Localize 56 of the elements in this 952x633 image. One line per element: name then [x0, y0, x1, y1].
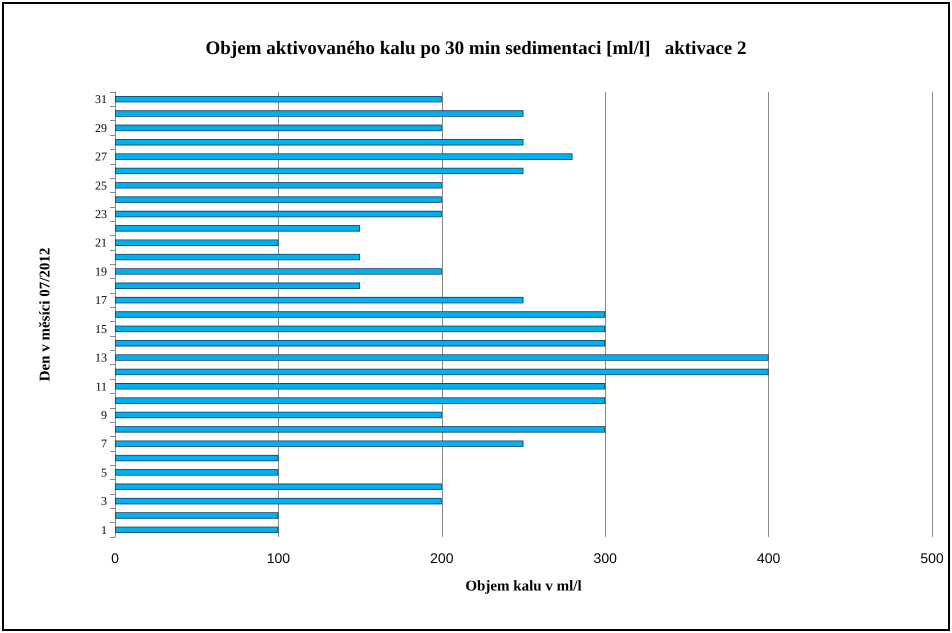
bar	[115, 484, 442, 490]
bar	[115, 326, 606, 332]
bar	[115, 512, 278, 519]
bar	[115, 454, 278, 462]
bar	[115, 268, 442, 275]
bar	[115, 311, 606, 318]
bar	[115, 426, 606, 433]
bar	[115, 440, 524, 447]
bar	[115, 182, 442, 189]
y-tick-label: 21	[95, 236, 107, 250]
y-tick-label: 1	[101, 522, 107, 537]
x-tick-label: 400	[756, 550, 780, 566]
y-tick-label: 3	[101, 494, 107, 508]
x-tick-label: 500	[920, 550, 944, 566]
y-tick-label: 13	[95, 350, 107, 365]
x-tick-label: 300	[594, 550, 618, 566]
y-axis-title: Den v měsíci 07/2012	[38, 248, 54, 382]
y-tick-label: 9	[101, 408, 107, 422]
bar	[115, 225, 360, 232]
y-tick-label: 27	[95, 150, 107, 164]
bar	[115, 412, 442, 418]
bar	[115, 354, 769, 361]
y-tick-label: 31	[95, 92, 107, 106]
chart-title: Objem aktivovaného kalu po 30 min sedimentaci [ml/l] aktivace 2	[206, 38, 746, 59]
bar	[115, 96, 442, 102]
bar	[115, 469, 278, 476]
y-tick-label: 7	[101, 436, 107, 451]
bar	[115, 368, 769, 376]
bar	[115, 110, 524, 117]
bar	[115, 383, 606, 390]
y-tick-label: 11	[95, 379, 107, 394]
y-tick-label: 29	[95, 120, 107, 135]
y-tick-label: 15	[95, 322, 107, 336]
bar	[115, 210, 442, 218]
y-tick-label: 23	[95, 207, 107, 222]
y-tick-label: 25	[95, 178, 107, 192]
bar	[115, 397, 606, 404]
bar	[115, 139, 524, 146]
x-tick-label: 100	[266, 550, 290, 566]
bar	[115, 254, 360, 260]
bar	[115, 282, 360, 290]
y-tick-label: 19	[95, 264, 107, 278]
bar	[115, 153, 573, 160]
bar	[115, 239, 278, 246]
y-tick-label: 17	[95, 293, 107, 308]
bar	[115, 498, 442, 504]
y-tick-label: 5	[101, 465, 107, 480]
x-tick-label: 200	[430, 550, 454, 566]
bar	[115, 526, 278, 534]
x-tick-label: 0	[111, 550, 120, 566]
bar	[115, 124, 442, 132]
x-axis-title: Objem kalu v ml/l	[465, 578, 582, 594]
bar	[115, 340, 606, 346]
bar	[115, 196, 442, 203]
bar	[115, 296, 524, 304]
bar	[115, 168, 524, 174]
